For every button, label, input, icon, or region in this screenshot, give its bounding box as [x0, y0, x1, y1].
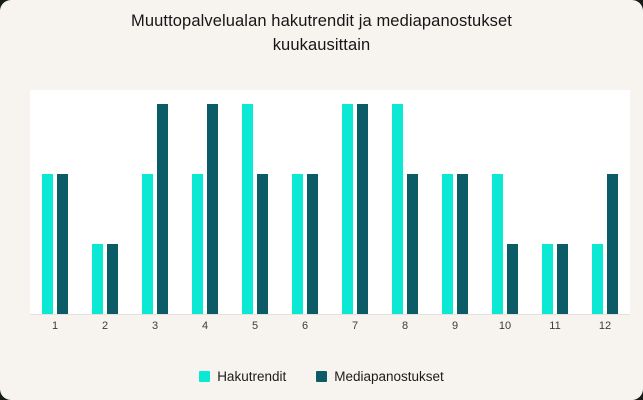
bar-mediapanostukset-12: [607, 174, 618, 314]
x-axis-label-2: 2: [101, 320, 109, 332]
bar-mediapanostukset-10: [507, 244, 518, 314]
x-axis-label-11: 11: [549, 320, 561, 332]
bar-mediapanostukset-1: [57, 174, 68, 314]
bar-hakutrendit-3: [142, 174, 153, 314]
bar-hakutrendit-4: [192, 174, 203, 314]
bar-hakutrendit-2: [92, 244, 103, 314]
bar-group-12: [580, 90, 630, 314]
bar-hakutrendit-11: [542, 244, 553, 314]
chart-title-line2: kuukausittain: [272, 36, 371, 54]
bar-group-7: [330, 90, 380, 314]
bar-group-4: [180, 90, 230, 314]
bar-group-9: [430, 90, 480, 314]
x-axis-label-3: 3: [151, 320, 159, 332]
bar-mediapanostukset-5: [257, 174, 268, 314]
bar-group-11: [530, 90, 580, 314]
bar-group-1: [30, 90, 80, 314]
legend-label-mediapanostukset: Mediapanostukset: [334, 369, 444, 384]
bar-mediapanostukset-2: [107, 244, 118, 314]
x-axis-label-9: 9: [451, 320, 459, 332]
bar-group-3: [130, 90, 180, 314]
x-axis-label-12: 12: [598, 320, 612, 332]
chart-title: Muuttopalvelualan hakutrendit ja mediapa…: [0, 9, 643, 57]
x-axis-labels: 1 2 3 4 5 6 7 8 9 10 11 12: [30, 320, 630, 332]
bar-hakutrendit-6: [292, 174, 303, 314]
plot-area: [30, 90, 630, 315]
bar-hakutrendit-8: [392, 104, 403, 314]
x-axis-label-4: 4: [201, 320, 209, 332]
x-axis-label-10: 10: [498, 320, 512, 332]
legend-swatch-mediapanostukset: [316, 371, 328, 382]
bar-group-10: [480, 90, 530, 314]
bar-hakutrendit-12: [592, 244, 603, 314]
bar-mediapanostukset-7: [357, 104, 368, 314]
x-axis-label-8: 8: [401, 320, 409, 332]
bar-mediapanostukset-9: [457, 174, 468, 314]
bar-group-5: [230, 90, 280, 314]
legend: Hakutrendit Mediapanostukset: [0, 369, 643, 384]
x-axis-label-1: 1: [51, 320, 59, 332]
bar-hakutrendit-9: [442, 174, 453, 314]
bar-group-8: [380, 90, 430, 314]
bar-mediapanostukset-4: [207, 104, 218, 314]
bar-mediapanostukset-11: [557, 244, 568, 314]
bar-hakutrendit-1: [42, 174, 53, 314]
legend-swatch-hakutrendit: [199, 371, 211, 382]
bar-hakutrendit-7: [342, 104, 353, 314]
bar-group-6: [280, 90, 330, 314]
bar-hakutrendit-5: [242, 104, 253, 314]
bar-mediapanostukset-8: [407, 174, 418, 314]
x-axis-label-5: 5: [251, 320, 259, 332]
legend-item-mediapanostukset: Mediapanostukset: [316, 369, 444, 384]
chart-title-line1: Muuttopalvelualan hakutrendit ja mediapa…: [131, 12, 512, 30]
bar-mediapanostukset-6: [307, 174, 318, 314]
legend-item-hakutrendit: Hakutrendit: [199, 369, 286, 384]
x-axis-label-7: 7: [351, 320, 359, 332]
legend-label-hakutrendit: Hakutrendit: [217, 369, 287, 384]
x-axis-label-6: 6: [301, 320, 309, 332]
bar-hakutrendit-10: [492, 174, 503, 314]
bar-group-2: [80, 90, 130, 314]
bar-mediapanostukset-3: [157, 104, 168, 314]
